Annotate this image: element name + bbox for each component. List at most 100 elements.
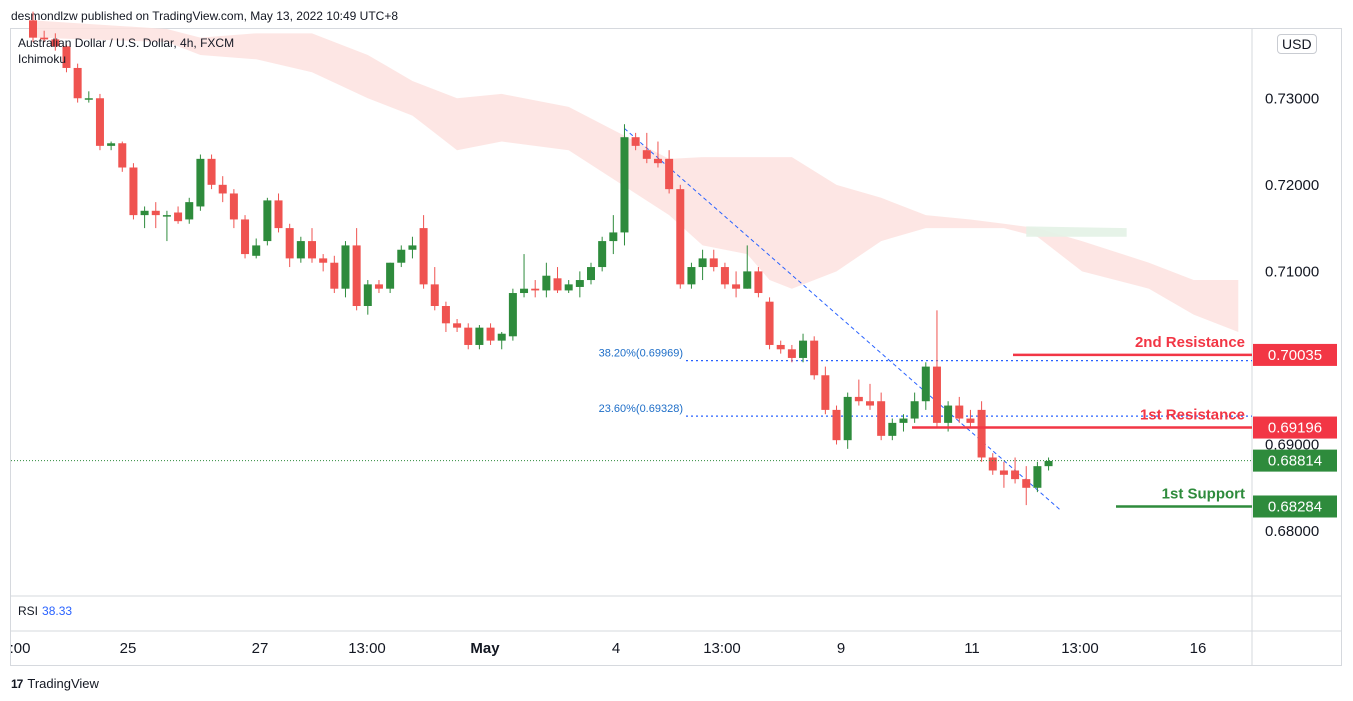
candle [29, 11, 37, 42]
candle [308, 228, 316, 263]
candle [185, 197, 194, 224]
candle [609, 215, 618, 255]
fibonacci-levels: 38.20%(0.69969) 23.60%(0.69328) [599, 348, 1252, 417]
level: 1st Resistance 0.69196 [912, 407, 1337, 439]
candle [966, 409, 975, 428]
tradingview-brand[interactable]: 17 TradingView [11, 676, 99, 691]
candle-body [787, 349, 796, 358]
currency-button[interactable]: USD [1277, 34, 1317, 54]
candle [319, 254, 328, 272]
time-tick-label: 13:00 [703, 640, 741, 657]
candle-body [776, 344, 785, 350]
candle-body [709, 258, 718, 268]
candle-body [319, 258, 328, 263]
candle [553, 267, 562, 294]
candle [330, 255, 339, 294]
candle-body [84, 98, 93, 100]
candle-body [95, 98, 104, 146]
candle-body [218, 184, 227, 194]
level-price: 0.69196 [1268, 420, 1322, 437]
candle-body [821, 375, 830, 410]
candle [508, 288, 517, 341]
candle [475, 325, 484, 350]
candle [285, 223, 294, 268]
rsi-label: RSI [18, 604, 39, 618]
price-tick-label: 0.73000 [1265, 90, 1319, 107]
time-tick-label: :00 [10, 640, 31, 657]
candle [1022, 466, 1031, 506]
candle [832, 405, 841, 445]
candle [932, 310, 941, 428]
candle-body [921, 366, 930, 402]
candle-body [743, 271, 752, 289]
candle-body [464, 327, 473, 345]
candle-body [419, 228, 428, 285]
candle-body [408, 245, 417, 250]
candle-body [653, 158, 662, 164]
candle [162, 210, 171, 242]
candle [653, 141, 662, 168]
candle [274, 193, 283, 233]
candle [1044, 457, 1053, 471]
candle [174, 206, 183, 224]
time-tick-label: 4 [612, 640, 620, 657]
candle-body [308, 241, 316, 259]
time-tick-label: 27 [252, 640, 269, 657]
candle-body [542, 275, 551, 291]
level: 2nd Resistance 0.70035 [1013, 334, 1337, 366]
candle-body [453, 323, 462, 328]
price-tick-label: 0.68000 [1265, 523, 1319, 540]
candlestick-series [29, 11, 1053, 506]
candle-body [587, 267, 595, 281]
candle [352, 228, 361, 311]
candle-body [508, 293, 517, 337]
candle [765, 297, 774, 350]
candle-body [397, 249, 406, 263]
candle [296, 236, 305, 263]
candle [229, 189, 238, 229]
candle-body [374, 284, 383, 289]
level-price: 0.70035 [1268, 347, 1322, 364]
candle-body [140, 210, 149, 216]
support-resistance-levels: 2nd Resistance 0.70035 1st Resistance 0.691… [11, 334, 1337, 518]
rsi-legend: RSI 38.33 [18, 604, 72, 618]
ichimoku-cloud [33, 20, 1239, 332]
candle [676, 184, 685, 289]
candle-body [441, 306, 450, 324]
indicator-name[interactable]: Ichimoku [18, 52, 67, 66]
candle [151, 202, 160, 229]
candle-body [129, 167, 138, 216]
candle-body [1033, 466, 1042, 488]
candle-body [1022, 479, 1031, 488]
candle-body [988, 457, 997, 471]
candle-body [977, 409, 986, 458]
level-price: 0.68284 [1268, 498, 1322, 515]
candle-body [162, 215, 171, 217]
candle-body [810, 340, 819, 376]
candle-body [575, 280, 584, 287]
rsi-value: 38.33 [42, 604, 73, 618]
candle [843, 392, 852, 449]
candle [107, 141, 116, 151]
candle [207, 154, 216, 190]
candle [419, 215, 428, 289]
candle [263, 197, 272, 246]
candle-body [196, 158, 205, 207]
candle [743, 245, 752, 289]
candle [1011, 457, 1020, 484]
candle [497, 331, 506, 350]
candle-body [966, 418, 975, 423]
candle [140, 206, 149, 229]
publisher-info: desmondlzw published on TradingView.com,… [11, 9, 399, 23]
candle [921, 362, 930, 410]
candle-body [430, 284, 439, 307]
candle-body [29, 20, 37, 38]
price-tick-label: 0.71000 [1265, 263, 1319, 280]
candle [531, 280, 540, 298]
candle-body [598, 241, 607, 268]
candle [910, 392, 919, 423]
cloud-area [33, 20, 1239, 332]
candle [787, 344, 796, 363]
chart-legend: Australian Dollar / U.S. Dollar, 4h, FXC… [18, 35, 234, 67]
